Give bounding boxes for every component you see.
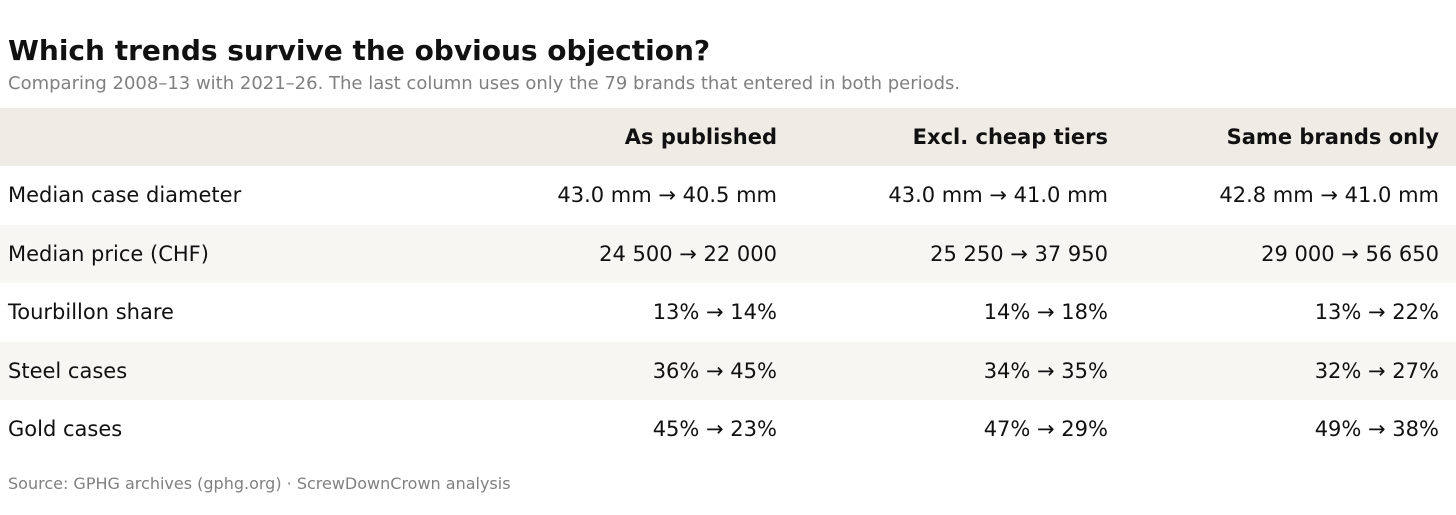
row-label: Steel cases: [8, 358, 128, 383]
title: Which trends survive the obvious objecti…: [8, 34, 711, 67]
table-cell: 49% → 38%: [1314, 417, 1439, 442]
subtitle: Comparing 2008–13 with 2021–26. The last…: [8, 73, 961, 94]
table-cell: 43.0 mm → 40.5 mm: [557, 183, 777, 208]
table-cell: 32% → 27%: [1314, 358, 1439, 383]
table: As published Excl. cheap tiers Same brands…: [0, 108, 1456, 459]
table-cell: 47% → 29%: [983, 417, 1108, 442]
header-cell: As published: [624, 125, 777, 149]
row-label: Tourbillon share: [8, 300, 174, 325]
table-cell: 13% → 14%: [652, 300, 777, 325]
table-row: Steel cases 36% → 45% 34% → 35% 32% → 27%: [0, 341, 1456, 400]
header-cell: Excl. cheap tiers: [912, 125, 1108, 149]
header-row: As published Excl. cheap tiers Same brands…: [0, 108, 1456, 166]
table-cell: 36% → 45%: [652, 358, 777, 383]
table-cell: 24 500 → 22 000: [599, 241, 777, 266]
row-label: Median case diameter: [8, 183, 242, 208]
table-row: Median case diameter 43.0 mm → 40.5 mm 43.…: [0, 166, 1456, 225]
table-cell: 29 000 → 56 650: [1261, 241, 1439, 266]
table-row: Gold cases 45% → 23% 47% → 29% 49% → 38%: [0, 400, 1456, 459]
table-cell: 34% → 35%: [983, 358, 1108, 383]
header-cell: Same brands only: [1226, 125, 1439, 149]
row-label: Median price (CHF): [8, 241, 209, 266]
row-label: Gold cases: [8, 417, 123, 442]
table-cell: 25 250 → 37 950: [930, 241, 1108, 266]
table-cell: 43.0 mm → 41.0 mm: [888, 183, 1108, 208]
table-row: Tourbillon share 13% → 14% 14% → 18% 13% → …: [0, 283, 1456, 342]
table-cell: 13% → 22%: [1314, 300, 1439, 325]
table-row: Median price (CHF) 24 500 → 22 000 25 250 …: [0, 224, 1456, 283]
table-cell: 14% → 18%: [983, 300, 1108, 325]
table-cell: 42.8 mm → 41.0 mm: [1219, 183, 1439, 208]
source: Source: GPHG archives (gphg.org) · Screw…: [8, 474, 511, 493]
table-cell: 45% → 23%: [652, 417, 777, 442]
